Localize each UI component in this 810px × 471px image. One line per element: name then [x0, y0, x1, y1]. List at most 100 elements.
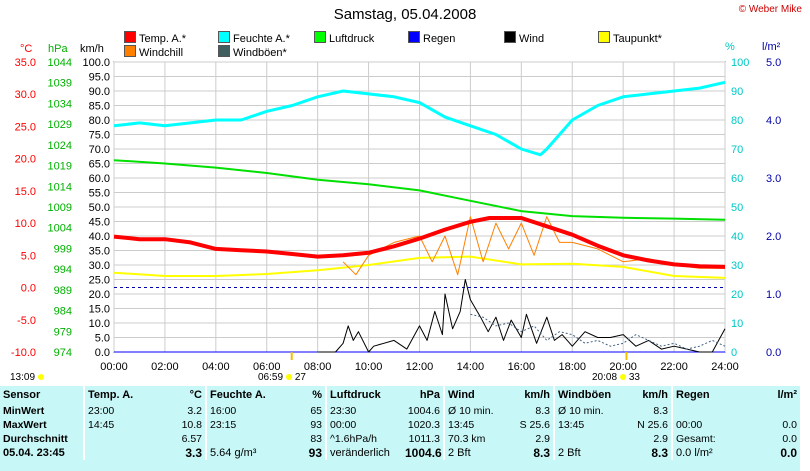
stats-row: MinWert 23:00 3.2 16:00 65 23:30 1004.6 Ø 10 mi…: [0, 404, 800, 418]
stats-cell: Windböen: [553, 386, 632, 404]
humidity-tick-label: 50: [731, 202, 743, 214]
stats-cell: 0.0: [782, 419, 797, 431]
legend-label: Temp. A.*: [139, 33, 187, 45]
pressure-tick-label: 1014: [48, 181, 72, 193]
x-tick-label: 14:00: [457, 361, 485, 373]
stats-cell: 23:00: [83, 404, 164, 418]
stats-cell: 14:45: [83, 418, 164, 432]
series-line: [113, 159, 726, 221]
wind-tick-label: 95.0: [89, 72, 110, 84]
legend-item: Feuchte A.*: [218, 31, 290, 45]
legend-label: Feuchte A.*: [233, 33, 290, 45]
stats-cell: 3.3: [185, 446, 202, 460]
stats-cell: 10.8: [181, 419, 202, 431]
sunrise-dot-icon: [286, 374, 293, 380]
humidity-unit-label: %: [725, 41, 735, 53]
wind-tick-label: 10.0: [89, 318, 110, 330]
stats-cell: [553, 432, 632, 446]
left-time-marker: 13:09: [10, 372, 45, 383]
x-tick-label: 04:00: [202, 361, 230, 373]
stats-cell: [671, 404, 752, 418]
stats-cell: %: [312, 389, 322, 401]
stats-cell: N 25.6: [637, 419, 668, 431]
series-line: [317, 279, 726, 353]
sunset-label: 20:08: [592, 372, 618, 383]
x-tick-label: 18:00: [558, 361, 586, 373]
pressure-tick-label: 999: [54, 243, 72, 255]
x-tick-label: 12:00: [406, 361, 434, 373]
x-tick-label: 10:00: [355, 361, 383, 373]
stats-cell: 1011.3: [408, 433, 440, 445]
wind-tick-label: 15.0: [89, 304, 110, 316]
wind-tick-label: 60.0: [89, 173, 110, 185]
x-tick-label: 22:00: [660, 361, 688, 373]
legend-label: Taupunkt*: [613, 33, 662, 45]
pressure-tick-label: 1004: [48, 223, 72, 235]
series-line: [470, 313, 726, 350]
stats-cell: Wind: [443, 386, 516, 404]
sun-dot-icon: [38, 374, 45, 380]
wind-tick-label: 5.0: [95, 333, 110, 345]
wind-tick-label: 65.0: [89, 159, 110, 171]
stats-cell: Regen: [671, 386, 752, 404]
pressure-tick-label: 989: [54, 285, 72, 297]
stats-cell: [83, 432, 164, 446]
wind-tick-label: 25.0: [89, 275, 110, 287]
stats-row: MaxWert 14:45 10.8 23:15 93 00:00 1020.3 13:45 S…: [0, 418, 800, 432]
pressure-tick-label: 974: [54, 347, 72, 359]
legend-swatch: [314, 31, 326, 43]
rain-unit-label: l/m²: [762, 41, 781, 53]
series-line: [342, 216, 725, 276]
stats-cell: MinWert: [3, 405, 45, 417]
series-line: [113, 255, 726, 279]
legend-swatch: [504, 31, 516, 43]
x-tick-label: 20:00: [609, 361, 637, 373]
sunset-extra: 33: [628, 372, 640, 383]
chart-title: Samstag, 05.04.2008: [333, 6, 477, 23]
rain-tick-label: 2.0: [766, 231, 781, 243]
stats-cell: Ø 10 min.: [553, 404, 632, 418]
legend-item: Windchill: [124, 45, 183, 59]
wind-tick-label: 0.0: [95, 347, 110, 359]
temp-tick-label: 5.0: [21, 250, 36, 262]
legend-swatch: [598, 31, 610, 43]
stats-cell: 1004.6: [405, 446, 442, 460]
legend-item: Temp. A.*: [124, 31, 186, 45]
stats-cell: 13:45: [443, 418, 516, 432]
stats-cell: Luftdruck: [325, 386, 402, 404]
stats-cell: 8.3: [653, 405, 668, 417]
x-tick-label: 00:00: [100, 361, 128, 373]
legend-item: Regen: [408, 31, 455, 45]
sunrise-marker: 06:59 27: [258, 372, 306, 383]
stats-cell: km/h: [642, 389, 668, 401]
legend-swatch: [218, 45, 230, 57]
stats-cell: 6.57: [181, 433, 202, 445]
stats-cell: 83: [310, 433, 322, 445]
series-line: [113, 216, 726, 269]
temp-tick-label: 15.0: [15, 186, 36, 198]
humidity-tick-label: 90: [731, 86, 743, 98]
temp-unit-label: °C: [20, 43, 32, 55]
stats-cell: ^1.6hPa/h: [325, 432, 402, 446]
stats-header-row: Sensor Temp. A. °C Feuchte A.% Luftdruck hPa W…: [0, 386, 800, 404]
stats-cell: 1020.3: [407, 419, 440, 431]
stats-cell: 00:00: [325, 418, 402, 432]
stats-cell: Sensor: [3, 389, 41, 401]
stats-cell: Gesamt:: [671, 432, 752, 446]
stats-cell: S 25.6: [519, 419, 550, 431]
wind-tick-label: 30.0: [89, 260, 110, 272]
wind-tick-label: 70.0: [89, 144, 110, 156]
pressure-tick-label: 979: [54, 326, 72, 338]
wind-tick-label: 35.0: [89, 246, 110, 258]
stats-cell: 3.2: [187, 405, 202, 417]
pressure-tick-label: 1009: [48, 202, 72, 214]
wind-tick-label: 20.0: [89, 289, 110, 301]
humidity-tick-label: 20: [731, 289, 743, 301]
stats-cell: veränderlich: [325, 446, 402, 460]
x-tick-label: 16:00: [508, 361, 536, 373]
wind-tick-label: 85.0: [89, 101, 110, 113]
stats-cell: 93: [308, 446, 322, 460]
legend-swatch: [408, 31, 420, 43]
stats-row: 05.04. 23:45 3.3 5.64 g/m³ 93 veränderlich 10…: [0, 446, 800, 460]
stats-cell: 70.3 km: [443, 432, 516, 446]
